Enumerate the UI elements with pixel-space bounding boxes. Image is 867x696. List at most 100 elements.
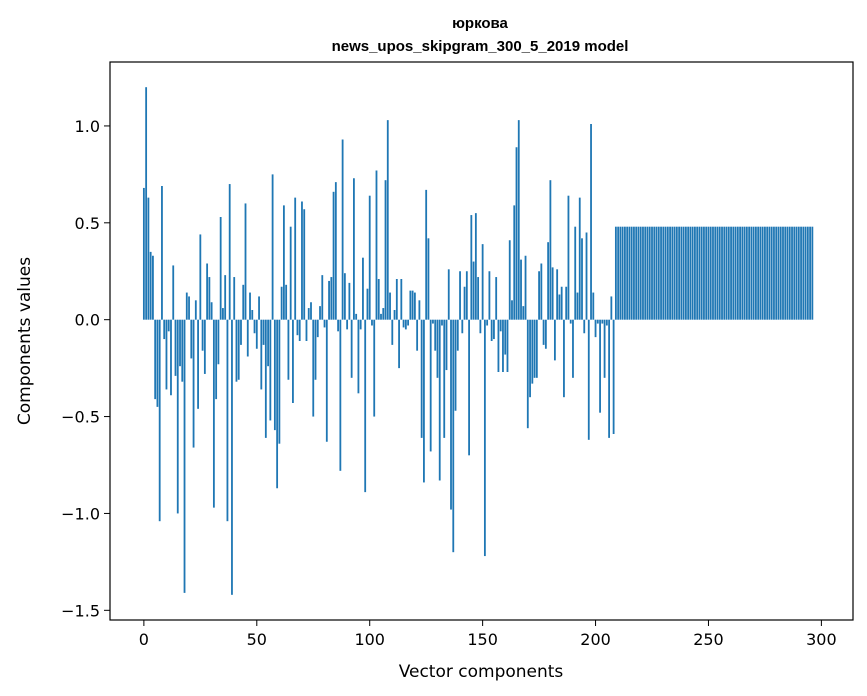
bar-208 — [612, 319, 615, 434]
bar-163 — [511, 300, 513, 320]
bar-47 — [249, 292, 251, 320]
bar-264 — [739, 226, 741, 320]
bar-174 — [535, 319, 538, 378]
bar-161 — [506, 319, 509, 372]
bar-93 — [353, 178, 355, 320]
bar-253 — [714, 226, 717, 320]
bar-21 — [190, 319, 193, 359]
bar-259 — [727, 226, 730, 320]
bar-149 — [479, 319, 482, 334]
bar-205 — [605, 319, 608, 326]
bar-5 — [154, 319, 157, 400]
chart-subtitle: news_upos_skipgram_300_5_2019 model — [332, 38, 629, 55]
bar-142 — [463, 286, 466, 320]
bar-175 — [538, 271, 540, 320]
bar-137 — [452, 319, 455, 553]
bar-77 — [316, 319, 319, 338]
bar-189 — [569, 319, 572, 324]
bar-216 — [630, 226, 633, 320]
bar-296 — [811, 226, 814, 320]
bar-215 — [628, 226, 631, 320]
bar-170 — [526, 319, 529, 429]
bar-68 — [296, 319, 299, 336]
bar-83 — [330, 277, 333, 320]
bar-50 — [255, 319, 258, 349]
bar-40 — [233, 277, 236, 320]
x-tick-label: 0 — [139, 630, 149, 649]
bar-31 — [212, 319, 215, 508]
bar-135 — [447, 269, 450, 320]
bar-281 — [777, 226, 780, 320]
bar-104 — [377, 279, 380, 320]
bar-112 — [395, 279, 398, 320]
bar-19 — [185, 292, 188, 320]
bar-226 — [653, 226, 656, 320]
bar-287 — [791, 226, 793, 320]
bar-79 — [321, 275, 324, 320]
bar-295 — [809, 226, 811, 320]
y-axis-label: Components values — [15, 257, 35, 425]
bar-26 — [201, 319, 204, 351]
bar-61 — [280, 286, 283, 320]
x-tick-label: 200 — [580, 630, 611, 649]
bar-136 — [450, 319, 452, 510]
bar-128 — [432, 319, 434, 324]
x-tick-label: 250 — [693, 630, 724, 649]
bar-166 — [517, 120, 520, 320]
bar-246 — [698, 226, 701, 320]
bar-70 — [301, 201, 303, 320]
bar-258 — [725, 226, 728, 320]
bar-121 — [416, 319, 419, 351]
bar-279 — [773, 226, 775, 320]
bar-271 — [754, 226, 757, 320]
bar-260 — [730, 226, 732, 320]
bar-62 — [282, 205, 285, 320]
bar-103 — [375, 170, 378, 320]
bar-74 — [310, 302, 312, 320]
bar-39 — [231, 319, 233, 595]
bar-123 — [420, 319, 423, 438]
bar-51 — [258, 296, 260, 320]
bar-82 — [328, 280, 330, 320]
bar-239 — [682, 226, 685, 320]
bar-134 — [445, 319, 448, 371]
bar-11 — [167, 319, 170, 332]
bar-20 — [188, 296, 190, 320]
bar-71 — [303, 209, 306, 320]
bar-207 — [610, 296, 613, 320]
bar-255 — [718, 226, 721, 320]
bar-218 — [635, 226, 638, 320]
bar-98 — [364, 319, 367, 493]
bar-237 — [678, 226, 681, 320]
bar-204 — [603, 319, 606, 378]
bar-283 — [782, 226, 784, 320]
bar-178 — [544, 319, 547, 349]
bar-75 — [312, 319, 315, 417]
bar-2 — [147, 197, 150, 320]
bar-268 — [748, 226, 751, 320]
bar-209 — [614, 226, 617, 320]
bar-238 — [680, 226, 683, 320]
bar-97 — [362, 257, 364, 320]
bar-211 — [619, 226, 622, 320]
bar-46 — [246, 319, 249, 357]
bar-223 — [646, 226, 649, 320]
bar-38 — [228, 184, 231, 320]
bar-4 — [152, 255, 154, 320]
bar-273 — [759, 226, 762, 320]
bar-148 — [477, 277, 480, 320]
y-tick-label: −1.5 — [61, 601, 100, 620]
bar-219 — [637, 226, 640, 320]
bar-247 — [700, 226, 703, 320]
bar-167 — [520, 259, 522, 320]
bar-36 — [224, 275, 227, 320]
bar-164 — [513, 205, 516, 320]
bar-107 — [384, 180, 387, 320]
bar-181 — [551, 267, 554, 320]
bar-261 — [732, 226, 735, 320]
bar-138 — [454, 319, 457, 411]
bar-294 — [806, 226, 809, 320]
bar-280 — [775, 226, 778, 320]
bar-165 — [515, 147, 518, 320]
